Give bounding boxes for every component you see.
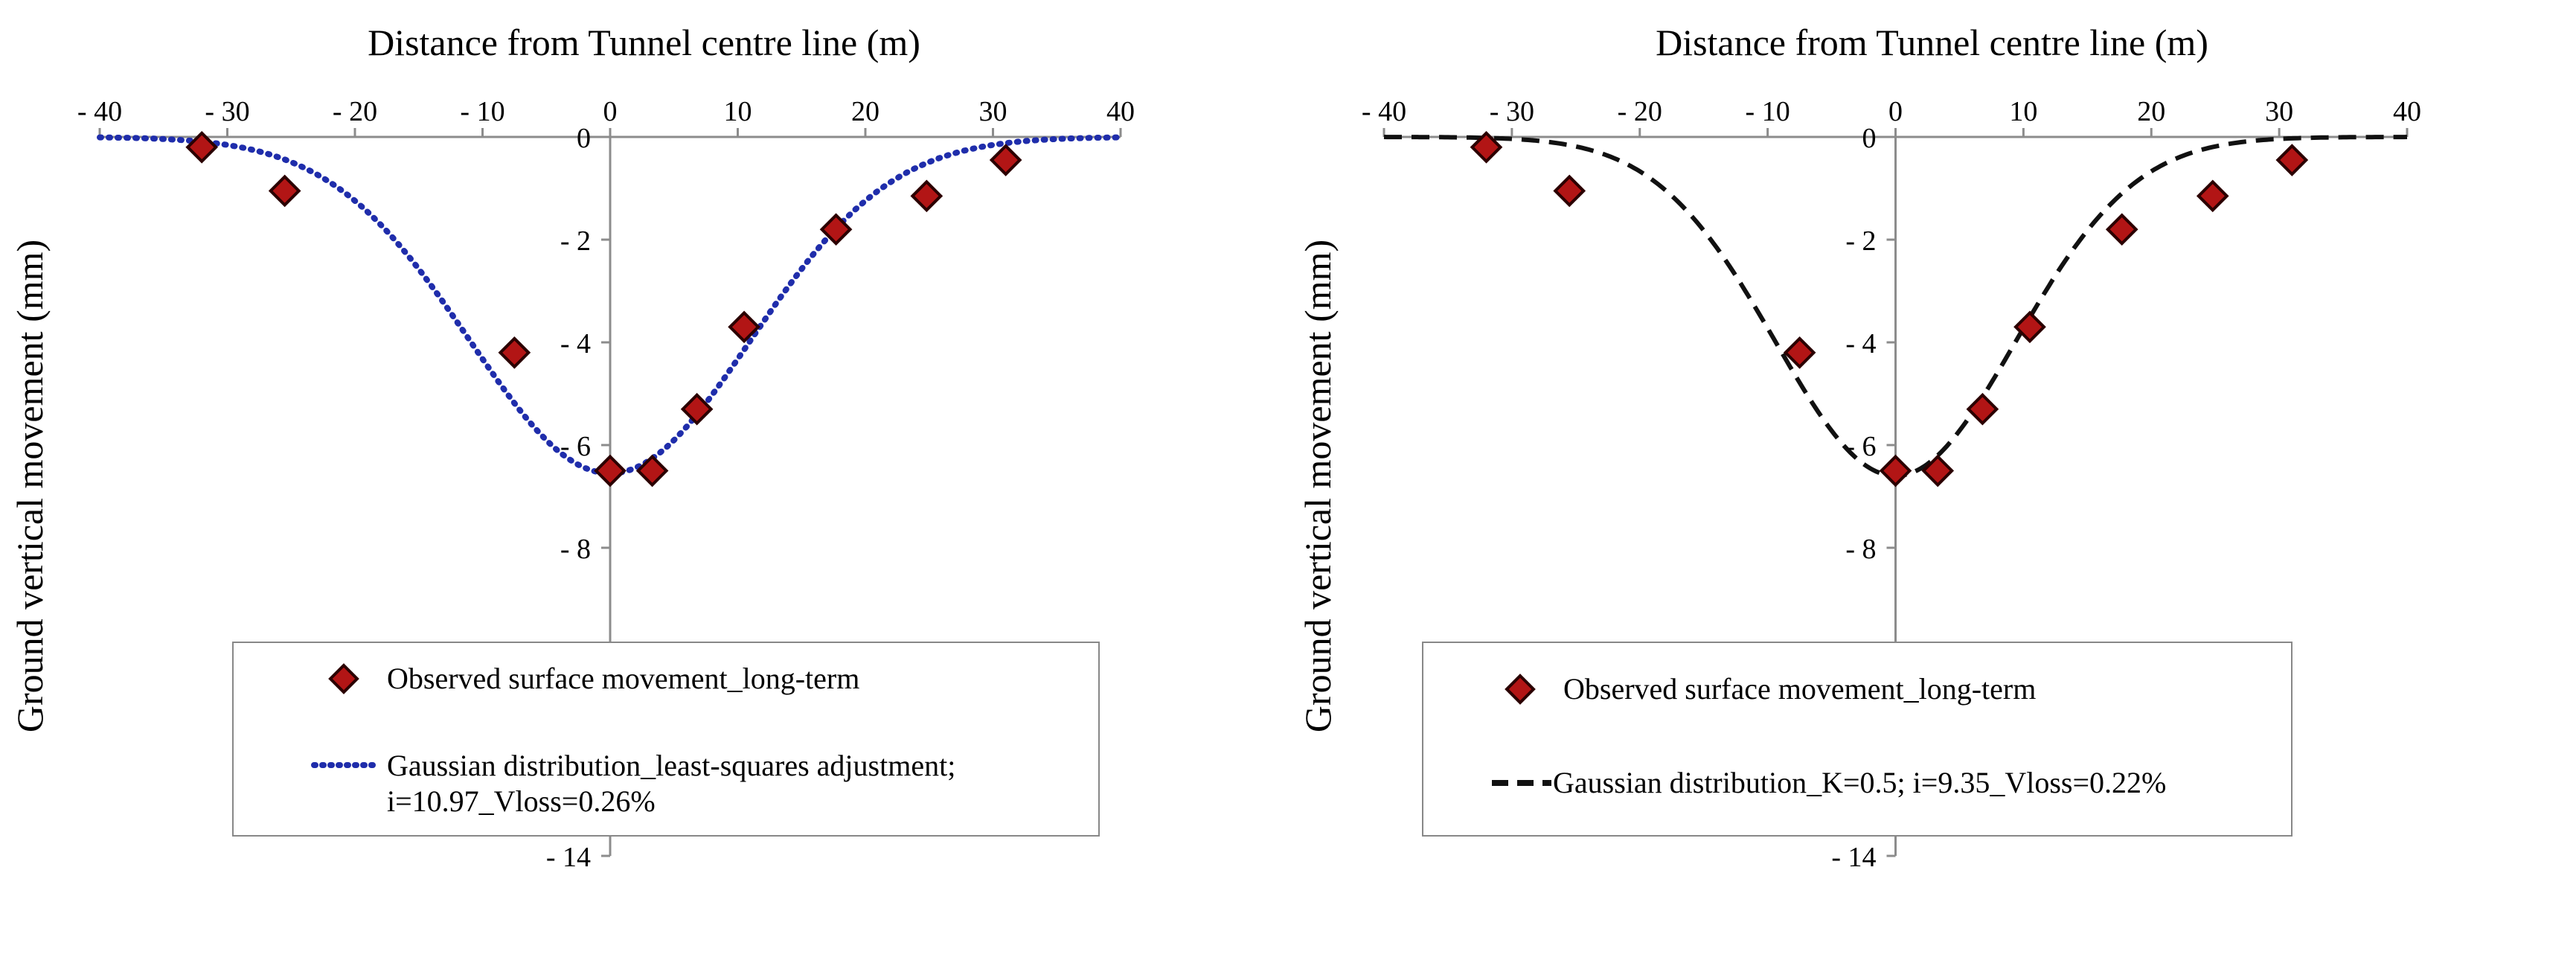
observed-data-point — [2105, 213, 2138, 246]
observed-data-point — [268, 174, 301, 208]
x-tick-label: - 30 — [205, 96, 249, 127]
x-axis-title: Distance from Tunnel centre line (m) — [368, 22, 920, 63]
legend-label-gaussian-line2: i=10.97_Vloss=0.26% — [387, 784, 656, 818]
legend-marker-symbol — [1505, 674, 1536, 705]
legend-label-gaussian-line1: Gaussian distribution_least-squares adju… — [387, 749, 956, 782]
left-chart: Distance from Tunnel centre line (m) Gro… — [9, 22, 1135, 873]
observed-data-point — [819, 213, 853, 246]
y-tick-label: - 8 — [560, 534, 591, 565]
right-chart: Distance from Tunnel centre line (m) Gro… — [1288, 0, 2576, 972]
x-tick-label: - 20 — [333, 96, 377, 127]
x-tick-label: - 10 — [1746, 96, 1790, 127]
legend: Observed surface movement_long-term Gaus… — [232, 642, 1100, 837]
x-tick-label: - 40 — [1362, 96, 1406, 127]
y-tick-label: - 6 — [1845, 431, 1876, 462]
x-tick-label: 20 — [851, 96, 880, 127]
x-tick-label: 40 — [1106, 96, 1135, 127]
legend-label-observed: Observed surface movement_long-term — [1563, 672, 2037, 706]
y-tick-label: - 4 — [560, 328, 591, 359]
observed-data-point — [1470, 130, 1503, 164]
y-tick-label: - 8 — [1845, 534, 1876, 565]
x-tick-label: 30 — [2265, 96, 2293, 127]
observed-data-point — [1553, 174, 1586, 208]
x-tick-label: - 10 — [460, 96, 504, 127]
observed-data-point — [728, 310, 760, 344]
observed-data-point — [635, 454, 669, 487]
x-tick-label: - 40 — [77, 96, 122, 127]
legend-label-observed: Observed surface movement_long-term — [387, 662, 860, 695]
y-tick-label: - 2 — [1845, 226, 1876, 257]
observed-data-point — [680, 392, 714, 426]
observed-data-point — [1879, 454, 1912, 487]
x-axis-title: Distance from Tunnel centre line (m) — [1656, 22, 2208, 63]
legend-marker-symbol — [328, 663, 359, 694]
observed-data-point — [2275, 144, 2309, 176]
x-tick-label: - 30 — [1490, 96, 1534, 127]
observed-data-point — [498, 336, 531, 369]
y-tick-label: 0 — [577, 123, 591, 154]
legend-label-gaussian: Gaussian distribution_least-squares adju… — [387, 748, 955, 819]
observed-data-point — [1921, 454, 1955, 487]
y-tick-label: - 14 — [1831, 842, 1876, 873]
observed-data-point — [2196, 179, 2229, 213]
legend: Observed surface movement_long-term Gaus… — [1422, 642, 2293, 837]
x-tick-label: 0 — [603, 96, 618, 127]
y-tick-label: - 2 — [560, 226, 591, 257]
x-tick-label: - 20 — [1618, 96, 1662, 127]
legend-label-gaussian: Gaussian distribution_K=0.5; i=9.35_Vlos… — [1553, 766, 2167, 799]
observed-data-point — [2013, 310, 2046, 344]
x-tick-label: 10 — [2009, 96, 2037, 127]
observed-data-point — [1783, 336, 1816, 369]
y-tick-label: 0 — [1862, 123, 1877, 154]
observed-data-point — [989, 144, 1022, 176]
y-tick-label: - 14 — [546, 842, 591, 873]
x-tick-label: 20 — [2137, 96, 2165, 127]
x-tick-label: 10 — [724, 96, 752, 127]
x-tick-label: 0 — [1888, 96, 1903, 127]
observed-data-point — [594, 454, 627, 487]
x-tick-label: 40 — [2393, 96, 2421, 127]
observed-data-point — [1966, 392, 1999, 426]
x-tick-label: 30 — [979, 96, 1007, 127]
observed-data-point — [910, 179, 943, 213]
y-tick-label: - 4 — [1845, 328, 1876, 359]
observed-data-point — [185, 130, 219, 164]
